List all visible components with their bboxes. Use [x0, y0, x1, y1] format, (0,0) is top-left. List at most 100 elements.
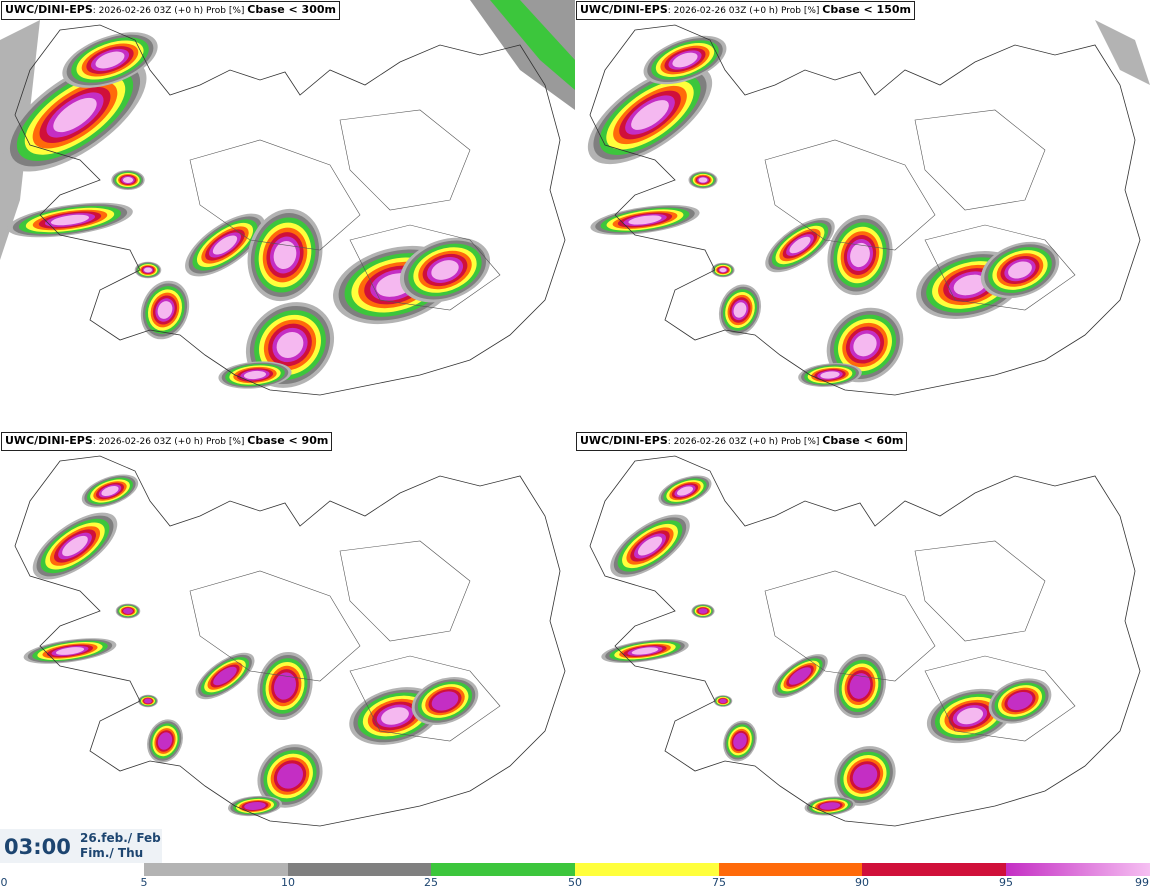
probability-field [601, 475, 1052, 816]
panel-title: UWC/DINI-EPS: 2026-02-26 03Z (+0 h) Prob… [1, 1, 340, 20]
glacier-outline [339, 109, 471, 211]
coastline [14, 455, 566, 827]
glacier-outline [189, 570, 361, 682]
probability-contour [55, 647, 85, 655]
probability-contour [381, 707, 409, 725]
probability-contour [676, 486, 694, 496]
probability-contour [698, 608, 708, 614]
probability-field [23, 474, 479, 817]
probability-contour [719, 698, 727, 704]
legend-tick: 95 [999, 876, 1013, 889]
probability-contour [820, 371, 840, 379]
probability-contour [213, 666, 237, 686]
valid-time-box: 03:00 26.feb./ Feb Fim./ Thu [0, 829, 162, 863]
valid-time: 03:00 [4, 835, 71, 859]
model-name: UWC/DINI-EPS [580, 3, 668, 16]
coastline [589, 24, 1141, 396]
panel-title: UWC/DINI-EPS: 2026-02-26 03Z (+0 h) Prob… [576, 432, 908, 451]
probability-contour [631, 100, 669, 130]
glacier-outline [189, 139, 361, 251]
glacier-outline [924, 655, 1076, 742]
probability-contour [819, 802, 841, 810]
map-panel-150m: UWC/DINI-EPS: 2026-02-26 03Z (+0 h) Prob… [575, 0, 1150, 430]
map-panel-60m: UWC/DINI-EPS: 2026-02-26 03Z (+0 h) Prob… [575, 431, 1150, 861]
probability-contour [849, 673, 871, 699]
probability-contour [431, 260, 459, 280]
date-line-1: 26.feb./ Feb [80, 831, 161, 845]
offshore-cloud [1095, 20, 1150, 85]
probability-contour [62, 535, 88, 557]
legend-bin [144, 863, 288, 876]
threshold-label: Cbase < 60m [822, 434, 904, 447]
probability-contour [853, 333, 877, 357]
probability-contour [672, 52, 698, 68]
glacier-outline [924, 224, 1076, 311]
valid-date: 26.feb./ Feb Fim./ Thu [80, 831, 161, 861]
threshold-label: Cbase < 150m [822, 3, 911, 16]
probability-contour [852, 764, 878, 788]
probability-contour [733, 732, 747, 750]
model-name: UWC/DINI-EPS [5, 434, 93, 447]
probability-contour [631, 647, 659, 655]
probability-contour [273, 240, 297, 270]
legend-bin [862, 863, 1006, 876]
probability-contour [276, 331, 304, 359]
iceland-map [589, 455, 1141, 827]
probability-field [587, 20, 1150, 387]
iceland-map [0, 0, 575, 396]
date-line-2: Fim./ Thu [80, 846, 144, 860]
probability-contour [101, 485, 119, 497]
probability-field [0, 0, 575, 389]
threshold-label: Cbase < 90m [247, 434, 329, 447]
probability-contour [122, 177, 134, 183]
map-panel-300m: UWC/DINI-EPS: 2026-02-26 03Z (+0 h) Prob… [0, 0, 575, 430]
legend-tick: 75 [712, 876, 726, 889]
offshore-cloud [490, 0, 575, 90]
threshold-label: Cbase < 300m [247, 3, 336, 16]
probability-contour [733, 302, 747, 318]
legend-tick: 99 [1135, 876, 1149, 889]
model-name: UWC/DINI-EPS [580, 434, 668, 447]
iceland-map [587, 20, 1150, 396]
probability-contour [850, 242, 870, 268]
glacier-outline [914, 109, 1046, 211]
glacier-outline [349, 224, 501, 311]
glacier-outline [339, 540, 471, 642]
iceland-map [14, 455, 566, 827]
offshore-cloud [470, 0, 575, 110]
legend-bin [575, 863, 719, 876]
probability-contour [157, 732, 173, 750]
probability-contour [243, 370, 267, 380]
coastline [14, 24, 566, 396]
run-info: : 2026-02-26 03Z (+0 h) Prob [%] [92, 437, 248, 447]
legend-bin [719, 863, 862, 876]
probability-contour [53, 97, 97, 133]
model-name: UWC/DINI-EPS [5, 3, 93, 16]
glacier-outline [764, 570, 936, 682]
probability-contour [144, 698, 152, 704]
legend-tick: 5 [140, 876, 148, 889]
probability-contour [698, 177, 708, 183]
probability-contour [157, 301, 173, 319]
glacier-outline [764, 139, 936, 251]
legend-bin [288, 863, 431, 876]
panel-title: UWC/DINI-EPS: 2026-02-26 03Z (+0 h) Prob… [576, 1, 915, 20]
probability-contour [719, 267, 727, 273]
legend-tick: 10 [281, 876, 295, 889]
legend-tick: 90 [855, 876, 869, 889]
glacier-outline [349, 655, 501, 742]
run-info: : 2026-02-26 03Z (+0 h) Prob [%] [667, 437, 823, 447]
panel-title: UWC/DINI-EPS: 2026-02-26 03Z (+0 h) Prob… [1, 432, 333, 451]
probability-contour [628, 215, 662, 225]
probability-contour [244, 802, 266, 810]
probability-contour [953, 274, 987, 296]
legend-bin [431, 863, 575, 876]
legend-bin [1006, 863, 1150, 876]
coastline [589, 455, 1141, 827]
probability-contour [273, 672, 297, 700]
probability-contour [431, 691, 459, 711]
probability-contour [956, 707, 984, 725]
run-info: : 2026-02-26 03Z (+0 h) Prob [%] [667, 6, 823, 16]
legend-tick: 50 [568, 876, 582, 889]
legend-tick: 0 [0, 876, 8, 889]
